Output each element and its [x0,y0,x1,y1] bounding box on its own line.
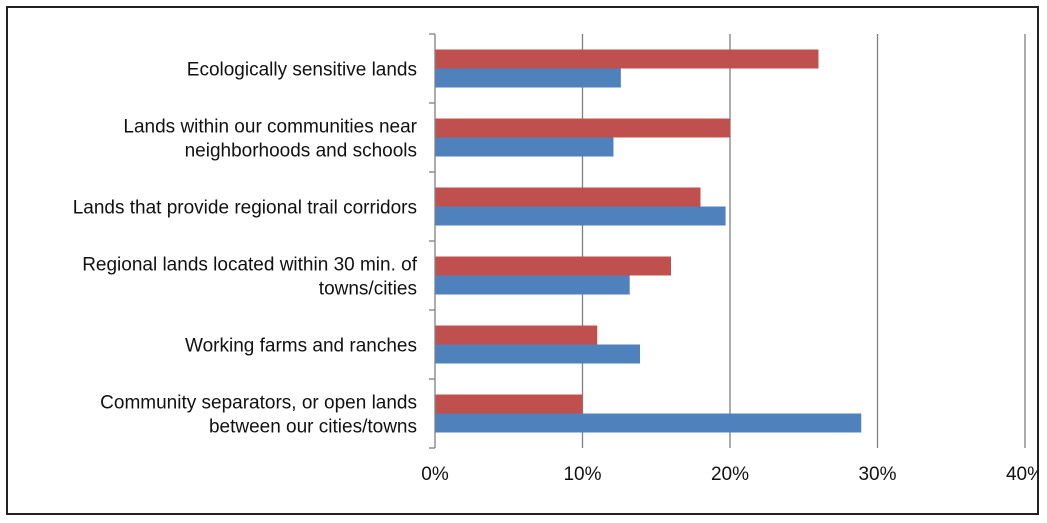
bars [435,49,862,433]
category-label-line: Working farms and ranches [185,336,417,357]
bar-series-2-category-3 [435,206,726,226]
bar-series-2-category-2 [435,137,614,157]
category-label-line: Community separators, or open lands [100,393,417,414]
category-label: Lands that provide regional trail corrid… [73,198,417,219]
category-label-line: Ecologically sensitive lands [187,60,417,81]
category-label: Lands within our communities near neighbo… [123,117,417,162]
category-label: Community separators, or open lands betwe… [100,393,417,438]
bar-chart: Ecologically sensitive lands Lands within… [73,33,1037,485]
chart-frame: Ecologically sensitive lands Lands within… [6,6,1039,515]
category-labels: Ecologically sensitive lands Lands within… [73,60,418,438]
bar-series-1-category-1 [435,49,819,69]
bar-series-1-category-2 [435,118,730,138]
bar-series-2-category-4 [435,275,630,295]
category-axis [429,33,436,449]
bar-series-2-category-5 [435,344,641,364]
category-label-line: Lands within our communities near [123,117,417,138]
category-label-line: Regional lands located within 30 min. of [82,255,418,276]
category-label: Working farms and ranches [185,336,417,357]
x-tick-label: 0% [421,464,449,485]
category-label-line: neighborhoods and schools [185,141,417,162]
category-label: Regional lands located within 30 min. of… [82,255,418,300]
bar-series-1-category-4 [435,256,671,276]
category-label-line: between our cities/towns [209,417,417,438]
x-tick-label: 30% [858,464,896,485]
x-tick-label: 10% [563,464,601,485]
bar-series-1-category-6 [435,394,583,414]
bar-series-2-category-6 [435,413,862,433]
gridlines [581,34,1026,448]
x-tick-labels: 0% 10% 20% 30% 40% [421,464,1037,485]
bar-series-1-category-5 [435,325,598,345]
x-tick-label: 20% [711,464,749,485]
x-tick-label: 40% [1006,464,1037,485]
category-label: Ecologically sensitive lands [187,60,417,81]
category-label-line: towns/cities [319,279,417,300]
bar-series-2-category-1 [435,68,621,88]
bar-series-1-category-3 [435,187,701,207]
category-label-line: Lands that provide regional trail corrid… [73,198,417,219]
